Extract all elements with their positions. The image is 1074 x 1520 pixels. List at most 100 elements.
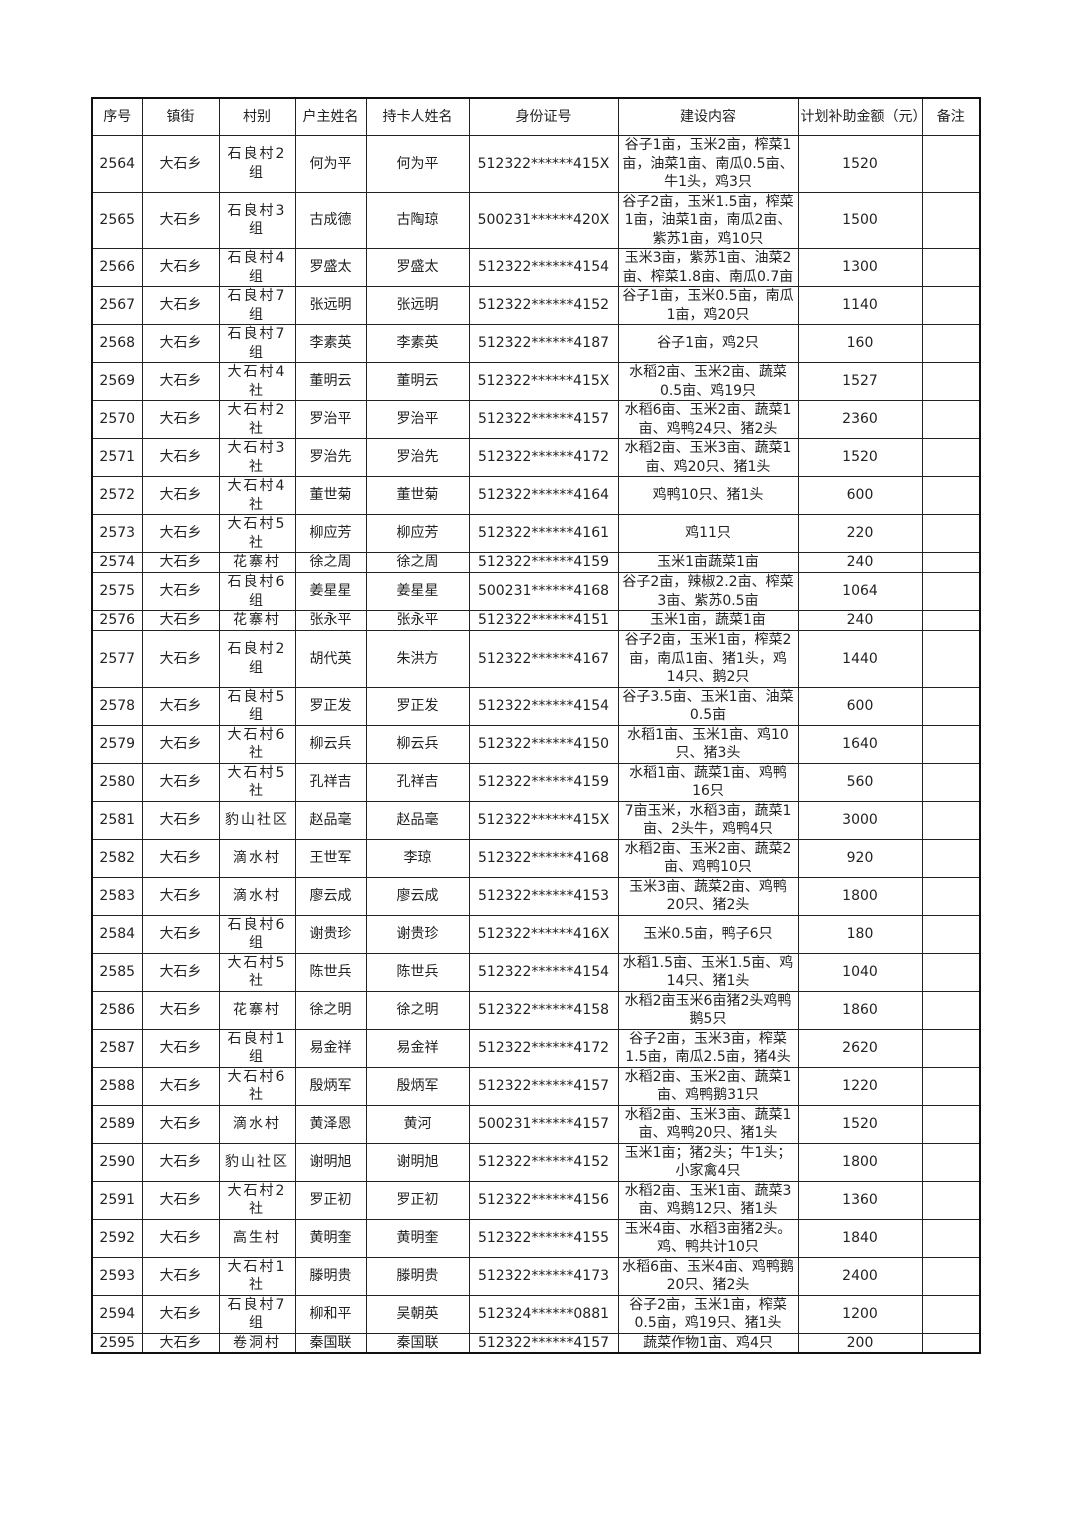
cell-householder: 张永平 — [294, 610, 367, 631]
cell-remark — [921, 990, 981, 1030]
cell-village: 大石村2社 — [218, 1180, 296, 1220]
cell-amount: 1640 — [797, 724, 923, 764]
cell-householder: 徐之明 — [294, 990, 367, 1030]
header-col-amount: 计划补助金额（元） — [797, 97, 923, 136]
cell-remark — [921, 1256, 981, 1296]
cell-village: 花寨村 — [218, 610, 296, 631]
cell-amount: 1220 — [797, 1066, 923, 1106]
table-row: 2586 大石乡 花寨村 徐之明 徐之明 512322******4158 水稻2亩玉米6亩… — [91, 990, 981, 1030]
cell-id-number: 500231******4157 — [468, 1104, 619, 1144]
cell-remark — [921, 952, 981, 992]
cell-content: 水稻2亩、玉米2亩、蔬菜1亩、鸡鸭鹅31只 — [617, 1066, 799, 1106]
cell-index: 2582 — [91, 838, 143, 878]
cell-householder: 罗正初 — [294, 1180, 367, 1220]
cell-village: 石良村1组 — [218, 1028, 296, 1068]
table-row: 2587 大石乡 石良村1组 易金祥 易金祥 512322******4172 谷子2亩，玉… — [91, 1028, 981, 1068]
cell-index: 2579 — [91, 724, 143, 764]
cell-id-number: 512322******4164 — [468, 476, 619, 515]
cell-remark — [921, 514, 981, 553]
cell-cardholder: 黄河 — [365, 1104, 470, 1144]
cell-village: 石良村2组 — [218, 630, 296, 688]
cell-town: 大石乡 — [141, 1180, 220, 1220]
cell-householder: 谢明旭 — [294, 1142, 367, 1182]
cell-index: 2588 — [91, 1066, 143, 1106]
cell-remark — [921, 1028, 981, 1068]
table-row: 2574 大石乡 花寨村 徐之周 徐之周 512322******4159 玉米1亩蔬菜1亩… — [91, 552, 981, 573]
cell-town: 大石乡 — [141, 1104, 220, 1144]
cell-id-number: 512324******0881 — [468, 1294, 619, 1334]
cell-remark — [921, 552, 981, 573]
cell-householder: 陈世兵 — [294, 952, 367, 992]
cell-index: 2584 — [91, 914, 143, 954]
cell-index: 2583 — [91, 876, 143, 916]
cell-village: 豹山社区 — [218, 1142, 296, 1182]
cell-content: 谷子2亩，玉米1亩，榨菜2亩，南瓜1亩、猪1头，鸡14只、鹅2只 — [617, 630, 799, 688]
table-row: 2582 大石乡 滴水村 王世军 李琼 512322******4168 水稻2亩、玉米2亩… — [91, 838, 981, 878]
cell-householder: 胡代英 — [294, 630, 367, 688]
cell-id-number: 512322******4154 — [468, 248, 619, 287]
cell-amount: 1200 — [797, 1294, 923, 1334]
cell-content: 谷子1亩，玉米0.5亩，南瓜1亩，鸡20只 — [617, 286, 799, 325]
cell-village: 大石村5社 — [218, 514, 296, 553]
cell-householder: 古成德 — [294, 191, 367, 249]
cell-cardholder: 张远明 — [365, 286, 470, 325]
cell-content: 玉米0.5亩，鸭子6只 — [617, 914, 799, 954]
cell-village: 大石村4社 — [218, 362, 296, 401]
subsidy-table: 序号 镇街 村别 户主姓名 持卡人姓名 身份证号 建设内容 计划补助金额（元） 备注 2564 大… — [91, 97, 981, 1354]
cell-remark — [921, 1294, 981, 1334]
cell-remark — [921, 476, 981, 515]
cell-town: 大石乡 — [141, 514, 220, 553]
table-row: 2591 大石乡 大石村2社 罗正初 罗正初 512322******4156 水稻2亩、玉… — [91, 1180, 981, 1220]
cell-village: 豹山社区 — [218, 800, 296, 840]
cell-remark — [921, 914, 981, 954]
cell-village: 大石村6社 — [218, 1066, 296, 1106]
cell-cardholder: 罗正初 — [365, 1180, 470, 1220]
cell-index: 2564 — [91, 135, 143, 193]
cell-amount: 3000 — [797, 800, 923, 840]
cell-id-number: 512322******415X — [468, 800, 619, 840]
table-row: 2576 大石乡 花寨村 张永平 张永平 512322******4151 玉米1亩，蔬菜1… — [91, 610, 981, 631]
cell-amount: 1440 — [797, 630, 923, 688]
table-row: 2570 大石乡 大石村2社 罗治平 罗治平 512322******4157 水稻6亩、玉… — [91, 400, 981, 439]
cell-amount: 600 — [797, 476, 923, 515]
header-row: 序号 镇街 村别 户主姓名 持卡人姓名 身份证号 建设内容 计划补助金额（元） 备注 — [91, 97, 981, 136]
cell-index: 2578 — [91, 686, 143, 726]
cell-id-number: 512322******4172 — [468, 438, 619, 477]
cell-id-number: 512322******4157 — [468, 400, 619, 439]
cell-index: 2565 — [91, 191, 143, 249]
cell-town: 大石乡 — [141, 552, 220, 573]
cell-town: 大石乡 — [141, 1218, 220, 1258]
cell-remark — [921, 286, 981, 325]
cell-id-number: 512322******4151 — [468, 610, 619, 631]
table-row: 2565 大石乡 石良村3组 古成德 古陶琼 500231******420X 谷子2亩，玉… — [91, 191, 981, 249]
cell-id-number: 512322******4159 — [468, 762, 619, 802]
cell-town: 大石乡 — [141, 952, 220, 992]
cell-content: 水稻2亩、玉米3亩、蔬菜1亩、鸡20只、猪1头 — [617, 438, 799, 477]
cell-content: 水稻6亩、玉米4亩、鸡鸭鹅20只、猪2头 — [617, 1256, 799, 1296]
cell-town: 大石乡 — [141, 286, 220, 325]
cell-amount: 1520 — [797, 1104, 923, 1144]
cell-amount: 180 — [797, 914, 923, 954]
cell-cardholder: 赵品毫 — [365, 800, 470, 840]
cell-remark — [921, 248, 981, 287]
cell-cardholder: 董明云 — [365, 362, 470, 401]
cell-householder: 王世军 — [294, 838, 367, 878]
cell-amount: 1800 — [797, 876, 923, 916]
cell-village: 花寨村 — [218, 552, 296, 573]
cell-amount: 560 — [797, 762, 923, 802]
cell-town: 大石乡 — [141, 800, 220, 840]
cell-content: 玉米1亩，蔬菜1亩 — [617, 610, 799, 631]
cell-cardholder: 陈世兵 — [365, 952, 470, 992]
cell-cardholder: 董世菊 — [365, 476, 470, 515]
cell-town: 大石乡 — [141, 1294, 220, 1334]
cell-id-number: 512322******4154 — [468, 686, 619, 726]
cell-content: 蔬菜作物1亩、鸡4只 — [617, 1332, 799, 1354]
table-row: 2577 大石乡 石良村2组 胡代英 朱洪方 512322******4167 谷子2亩，玉… — [91, 630, 981, 688]
cell-cardholder: 廖云成 — [365, 876, 470, 916]
cell-householder: 黄明奎 — [294, 1218, 367, 1258]
cell-cardholder: 徐之明 — [365, 990, 470, 1030]
cell-town: 大石乡 — [141, 630, 220, 688]
cell-amount: 1860 — [797, 990, 923, 1030]
cell-village: 石良村7组 — [218, 286, 296, 325]
cell-householder: 柳云兵 — [294, 724, 367, 764]
